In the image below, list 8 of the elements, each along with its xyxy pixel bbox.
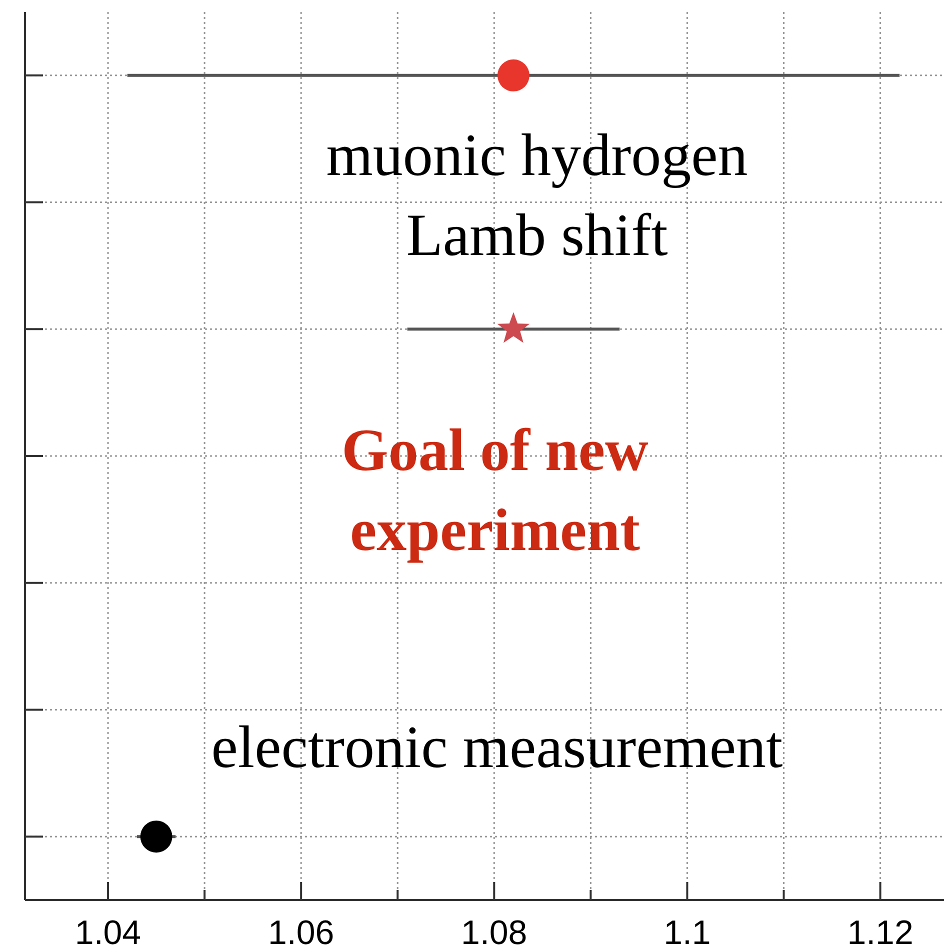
annotation: Goal of new experiment (342, 417, 649, 563)
annotation: muonic hydrogen Lamb shift (326, 122, 748, 268)
x-tick-label: 1.06 (268, 914, 334, 951)
x-tick-label: 1.12 (847, 914, 914, 951)
x-tick-label: 1.1 (664, 914, 711, 951)
x-tick-label: 1.04 (74, 914, 142, 951)
x-tick-label: 1.08 (461, 914, 528, 951)
annotation: electronic measurement (211, 714, 784, 780)
